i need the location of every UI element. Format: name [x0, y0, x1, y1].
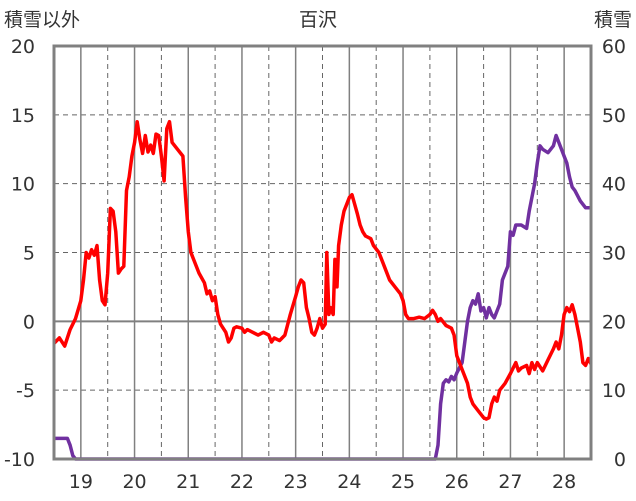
left-tick-label: 5 [23, 243, 35, 265]
x-tick-label: 24 [337, 471, 361, 493]
right-tick-label: 60 [602, 36, 626, 58]
x-tick-label: 21 [176, 471, 200, 493]
x-tick-label: 23 [284, 471, 308, 493]
right-tick-label: 20 [602, 311, 626, 333]
plot-frame [52, 44, 593, 461]
series-layer [52, 119, 593, 461]
x-tick-label: 28 [552, 471, 576, 493]
left-tick-label: -5 [16, 380, 35, 402]
right-tick-label: 50 [602, 105, 626, 127]
left-tick-label: 15 [11, 105, 35, 127]
temperature-line [52, 119, 593, 421]
left-tick-label: 0 [23, 311, 35, 333]
left-tick-label: -10 [4, 449, 35, 471]
left-tick-label: 10 [11, 174, 35, 196]
x-tick-label: 26 [445, 471, 469, 493]
right-axis-label: 積雪 [594, 9, 632, 31]
right-tick-label: 40 [602, 174, 626, 196]
right-tick-label: 30 [602, 243, 626, 265]
left-tick-label: 20 [11, 36, 35, 58]
left-axis-ticks: 20 15 10 5 0 -5 -10 [4, 36, 35, 471]
right-axis-ticks: 60 50 40 30 20 10 0 [602, 36, 626, 471]
x-tick-label: 20 [122, 471, 146, 493]
x-tick-label: 27 [498, 471, 522, 493]
grid-lines [54, 46, 591, 459]
right-tick-label: 0 [614, 449, 626, 471]
snow-depth-line [54, 133, 591, 461]
right-tick-label: 10 [602, 380, 626, 402]
chart-title: 百沢 [299, 9, 337, 31]
x-tick-label: 19 [69, 471, 93, 493]
x-tick-label: 22 [230, 471, 254, 493]
x-tick-label: 25 [391, 471, 415, 493]
x-axis-ticks: 19 20 21 22 23 24 25 26 27 28 [69, 471, 576, 493]
left-axis-label: 積雪以外 [4, 9, 80, 31]
